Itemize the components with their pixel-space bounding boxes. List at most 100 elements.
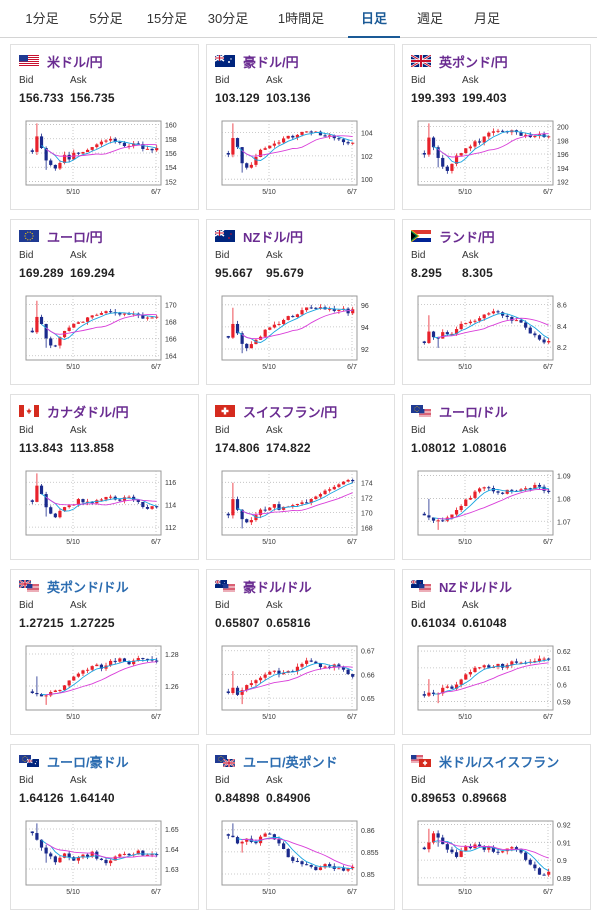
rate-card[interactable]: ユーロ/豪ドル Bid Ask 1.64126 1.64140 1.65 1.64 1.63 5…	[10, 744, 199, 910]
candle-body	[464, 148, 468, 154]
price-chart[interactable]: 8.6 8.4 8.2 5/10 6/7	[410, 288, 585, 380]
card-header: ランド/円	[411, 228, 495, 245]
rate-card[interactable]: ユーロ/英ポンド Bid Ask 0.84898 0.84906 0.86 0.855 0.8…	[206, 744, 395, 910]
tab-2[interactable]: 5分足	[89, 11, 123, 26]
candle-body	[477, 141, 482, 143]
rate-card[interactable]: 米ドル/スイスフラン Bid Ask 0.89653 0.89668 0.92 0.91 0.…	[402, 744, 591, 910]
price-chart[interactable]: 1.09 1.08 1.07 5/10 6/7	[410, 463, 585, 555]
candle-body	[441, 837, 445, 845]
rate-card[interactable]: NZドル/円 Bid Ask 95.667 95.679 96 94 92 5/10 6/7	[206, 219, 395, 385]
tab-8[interactable]: 月足	[473, 11, 500, 26]
candle-body	[145, 658, 150, 660]
rate-card[interactable]: 英ポンド/ドル Bid Ask 1.27215 1.27225 1.28 1.26 5/10 6…	[10, 569, 199, 735]
ask-label: Ask	[462, 425, 479, 436]
ma-long-line	[46, 661, 157, 696]
candle-body	[318, 867, 323, 871]
tab-3[interactable]: 15分足	[146, 11, 188, 26]
ma-long-line	[241, 492, 353, 515]
y-tick-label: 0.92	[557, 823, 571, 830]
candle-body	[305, 660, 309, 664]
rate-card[interactable]: 米ドル/円 Bid Ask 156.733 156.735 160 158 156 154 152…	[10, 44, 199, 210]
tab-6[interactable]: 日足	[348, 0, 400, 38]
candle-body	[300, 663, 304, 667]
candle-body	[35, 316, 39, 333]
candle-body	[468, 321, 472, 324]
candle-body	[519, 662, 523, 664]
candle-body	[235, 323, 240, 334]
pair-name[interactable]: カナダドル/円	[47, 404, 129, 420]
flag-icon	[19, 580, 47, 592]
pair-name[interactable]: 英ポンド/ドル	[47, 579, 129, 595]
pair-name[interactable]: スイスフラン/円	[243, 404, 338, 420]
price-chart[interactable]: 174 172 170 168 5/10 6/7	[214, 463, 389, 555]
candle-body	[127, 145, 131, 147]
rate-card[interactable]: ランド/円 Bid Ask 8.295 8.305 8.6 8.4 8.2 5/10 6/7	[402, 219, 591, 385]
flag-icon	[19, 405, 47, 417]
pair-name[interactable]: ランド/円	[439, 229, 495, 245]
tab-5[interactable]: 1時間足	[277, 11, 325, 26]
rate-card[interactable]: ユーロ/円 Bid Ask 169.289 169.294 170 168 166 164 5/1…	[10, 219, 199, 385]
pair-name[interactable]: 英ポンド/円	[439, 54, 508, 70]
price-chart[interactable]: 104 102 100 5/10 6/7	[214, 113, 389, 205]
price-chart[interactable]: 1.28 1.26 5/10 6/7	[18, 638, 193, 730]
pair-name[interactable]: ユーロ/豪ドル	[47, 754, 129, 770]
candle-body	[136, 143, 140, 145]
candle-body	[155, 854, 159, 856]
pair-name[interactable]: 米ドル/円	[47, 54, 103, 70]
price-chart[interactable]: 200 198 196 194 192 5/10 6/7	[410, 113, 585, 205]
price-chart[interactable]: 0.86 0.855 0.85 5/10 6/7	[214, 813, 389, 905]
pair-name[interactable]: ユーロ/英ポンド	[243, 754, 338, 770]
rate-card[interactable]: スイスフラン/円 Bid Ask 174.806 174.822 174 172 170 168…	[206, 394, 395, 560]
y-tick-label: 0.86	[361, 828, 375, 835]
candle-body	[122, 142, 127, 147]
tab-7[interactable]: 週足	[416, 11, 443, 26]
price-chart[interactable]: 1.65 1.64 1.63 5/10 6/7	[18, 813, 193, 905]
candle-body	[291, 857, 295, 861]
candle-body	[235, 499, 240, 510]
candle-body	[104, 496, 108, 500]
candle-body	[309, 498, 313, 503]
price-chart[interactable]: 160 158 156 154 152 5/10 6/7	[18, 113, 193, 205]
candle-body	[547, 658, 551, 660]
candle-body	[291, 135, 295, 138]
rate-card[interactable]: NZドル/ドル Bid Ask 0.61034 0.61048 0.62 0.61 0.6 0.…	[402, 569, 591, 735]
y-tick-label: 1.64	[165, 847, 179, 854]
pair-name[interactable]: NZドル/ドル	[439, 579, 512, 595]
tab-1[interactable]: 1分足	[25, 11, 59, 26]
rate-card[interactable]: 豪ドル/ドル Bid Ask 0.65807 0.65816 0.67 0.66 0.65 5/…	[206, 569, 395, 735]
pair-name[interactable]: 米ドル/スイスフラン	[439, 754, 560, 770]
ma-short-line	[237, 662, 353, 693]
price-chart[interactable]: 0.92 0.91 0.9 0.89 5/10 6/7	[410, 813, 585, 905]
rate-card[interactable]: ユーロ/ドル Bid Ask 1.08012 1.08016 1.09 1.08 1.07 5/…	[402, 394, 591, 560]
pair-name[interactable]: ユーロ/円	[47, 229, 103, 245]
candle-body	[132, 496, 136, 500]
price-chart[interactable]: 170 168 166 164 5/10 6/7	[18, 288, 193, 380]
price-chart[interactable]: 0.67 0.66 0.65 5/10 6/7	[214, 638, 389, 730]
flag-icon	[215, 580, 243, 592]
plot-frame	[25, 120, 162, 186]
candle-body	[58, 510, 62, 518]
plot-frame	[417, 820, 554, 886]
rate-card[interactable]: 豪ドル/円 Bid Ask 103.129 103.136 104 102 100 5/10 6/…	[206, 44, 395, 210]
candle-body	[295, 860, 300, 862]
candle-body	[127, 313, 131, 315]
price-chart[interactable]: 116 114 112 5/10 6/7	[18, 463, 193, 555]
price-chart[interactable]: 0.62 0.61 0.6 0.59 5/10 6/7	[410, 638, 585, 730]
candle-body	[99, 141, 104, 145]
candle-body	[90, 851, 94, 857]
x-tick-label: 6/7	[543, 189, 553, 196]
pair-name[interactable]: ユーロ/ドル	[439, 404, 508, 420]
candle-body	[240, 690, 244, 695]
rate-card[interactable]: カナダドル/円 Bid Ask 113.843 113.858 116 114 112 5/10…	[10, 394, 199, 560]
flag-icon	[19, 55, 47, 67]
candle-body	[141, 315, 145, 319]
candle-body	[245, 685, 249, 691]
rate-card[interactable]: 英ポンド/円 Bid Ask 199.393 199.403 200 198 196 194 19…	[402, 44, 591, 210]
tab-4[interactable]: 30分足	[207, 11, 249, 26]
x-tick-label: 6/7	[543, 714, 553, 721]
pair-name[interactable]: 豪ドル/円	[243, 54, 299, 70]
candle-body	[496, 851, 500, 853]
pair-name[interactable]: NZドル/円	[243, 229, 303, 245]
price-chart[interactable]: 96 94 92 5/10 6/7	[214, 288, 389, 380]
pair-name[interactable]: 豪ドル/ドル	[243, 579, 312, 595]
